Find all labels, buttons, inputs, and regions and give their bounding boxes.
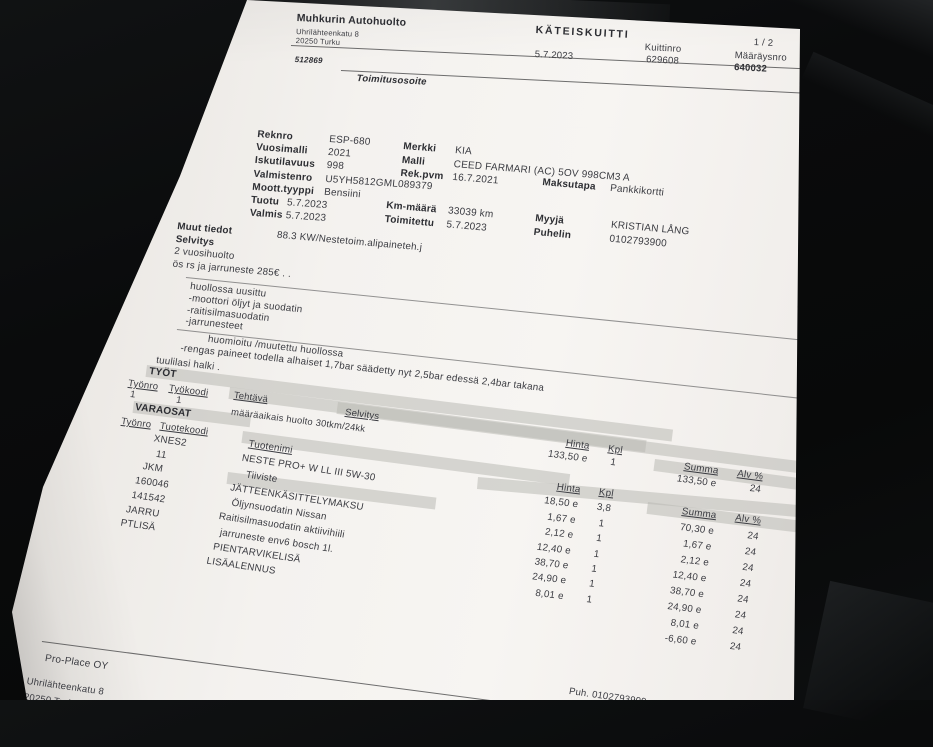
service-notes: huollossa uusittu -moottori öljyt ja suo… (185, 281, 305, 339)
footer-company: Pro-Place OY (44, 653, 110, 673)
parts-total-column: Summa Alv % 70,30 e 24 1,67 e 24 2,12 e 24 1… (643, 502, 762, 656)
work-row-tyokoodi: 1 (175, 394, 183, 407)
background-reflection (786, 0, 933, 76)
form-number: 512869 (294, 54, 323, 66)
company-name: Muhkurin Autohuolto (296, 12, 407, 29)
work-row-tyonro: 1 (129, 389, 137, 401)
company-block: Muhkurin Autohuolto Uhrilähteenkatu 8 20… (296, 12, 407, 50)
background-reflection (801, 51, 933, 149)
paper-shading (12, 0, 800, 700)
footer-address-block: Uhrilähteenkatu 8 20250 Turku (22, 674, 105, 700)
parts-code-column: XNES2 11 JKM 160046 141542 JARRU PTLISÄ (120, 431, 188, 538)
work-section-title: TYÖT (148, 366, 178, 381)
seller-block: Myyjä KRISTIAN LÅNG Puhelin 0102793900 (533, 212, 690, 252)
footer-phone: Puh. 0102793900 (568, 686, 648, 708)
parts-name-column: Tuotenimi NESTE PRO+ W LL III 5W-30 Tiiv… (205, 436, 379, 591)
details-block: Muut tiedot 88.3 KW/Nestetoim.alipaineteh… (172, 221, 423, 292)
parts-header-tyonro: Työnro (120, 416, 153, 431)
background-reflection (803, 580, 933, 740)
order-number-block: Määräysnro 640032 (734, 50, 787, 77)
receipt-title: KÄTEISKUITTI (535, 24, 630, 41)
receipt-number-block: Kuittinro 629608 (644, 42, 681, 68)
page-indicator: 1 / 2 (753, 37, 774, 50)
work-row-qty: 1 (609, 456, 617, 469)
delivery-address-label: Toimitusosoite (356, 73, 427, 88)
footer-rule (41, 641, 800, 700)
receipt-paper: Muhkurin Autohuolto Uhrilähteenkatu 8 20… (12, 0, 800, 700)
